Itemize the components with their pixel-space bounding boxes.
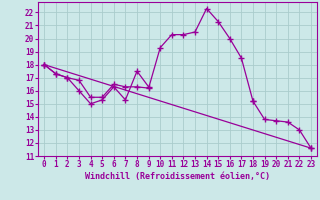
- X-axis label: Windchill (Refroidissement éolien,°C): Windchill (Refroidissement éolien,°C): [85, 172, 270, 181]
